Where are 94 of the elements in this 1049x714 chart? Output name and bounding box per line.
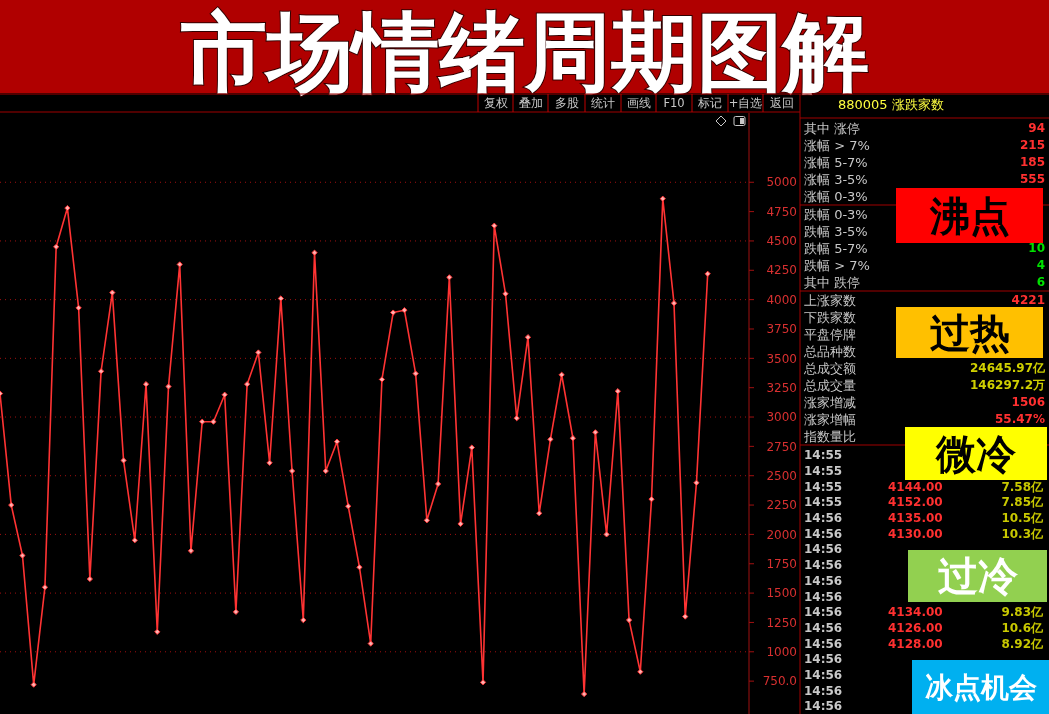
- text: 14:56: [804, 652, 843, 667]
- y-tick-label: 5000: [766, 175, 797, 190]
- category-label: 涨幅 3-5%: [804, 171, 868, 187]
- text: 4144.00: [888, 479, 943, 494]
- category-label: 过冷: [937, 553, 1019, 600]
- y-tick-label: 2000: [766, 527, 797, 542]
- text: 6: [1036, 275, 1045, 290]
- category-label: 画线: [626, 96, 651, 111]
- y-tick-label: 4250: [766, 263, 797, 278]
- y-tick-label: 2750: [766, 439, 797, 454]
- text: 10.5亿: [1001, 511, 1043, 525]
- category-label: 总成交量: [803, 377, 856, 393]
- text: 14:55: [804, 495, 843, 510]
- category-label: 涨家增减: [804, 394, 856, 410]
- category-label: 叠加: [518, 96, 543, 111]
- category-label: 指数量比: [803, 428, 856, 444]
- category-label: 上涨家数: [804, 292, 856, 308]
- category-label: 跌幅 0-3%: [804, 206, 868, 222]
- text: 7.58亿: [1001, 479, 1043, 494]
- category-label: 下跌家数: [804, 309, 856, 325]
- y-tick-label: 2250: [766, 498, 797, 513]
- text: 146297.2万: [969, 378, 1045, 393]
- text: 14:56: [804, 699, 843, 714]
- category-label: 总成交额: [803, 360, 856, 376]
- text: 14:56: [804, 668, 843, 682]
- text: 4134.00: [888, 605, 943, 620]
- text: 8.92亿: [1001, 636, 1043, 651]
- y-tick-label: 4500: [766, 234, 797, 249]
- y-tick-label: 3000: [766, 410, 797, 425]
- text: 14:56: [804, 542, 843, 557]
- text: 14:56: [804, 683, 843, 698]
- y-tick-label: 1250: [766, 615, 797, 630]
- text: 4128.00: [888, 636, 943, 651]
- text: 9.83亿: [1001, 605, 1043, 620]
- text: 10.3亿: [1001, 526, 1043, 541]
- category-label: +自选: [728, 96, 763, 111]
- text: 14:56: [804, 511, 843, 525]
- category-label: 返回: [769, 96, 794, 111]
- category-label: 平盘停牌: [804, 326, 856, 342]
- category-label: 沸点: [928, 192, 1010, 239]
- text: 14:56: [804, 589, 843, 604]
- text: 14:55: [804, 463, 843, 478]
- y-tick-label: 4750: [766, 204, 797, 219]
- text: 14:56: [804, 526, 843, 541]
- text: 14:55: [804, 479, 843, 494]
- text: 14:56: [804, 605, 843, 620]
- y-tick-label: 3750: [766, 322, 797, 337]
- text: 4126.00: [888, 620, 943, 635]
- category-label: 涨幅 5-7%: [804, 154, 868, 170]
- y-tick-label: 1000: [766, 644, 797, 659]
- category-label: 冰点机会: [924, 671, 1037, 705]
- category-label: 涨幅 > 7%: [804, 137, 870, 153]
- category-label: 微冷: [935, 430, 1017, 477]
- text: 7.85亿: [1001, 495, 1043, 510]
- text: 14:56: [804, 636, 843, 651]
- text: 14:56: [804, 558, 843, 573]
- category-label: 跌幅 > 7%: [804, 257, 870, 273]
- category-label: 统计: [591, 96, 615, 111]
- category-label: 标记: [697, 96, 722, 111]
- text: 215: [1019, 138, 1045, 153]
- text: 185: [1019, 155, 1045, 170]
- category-label: 涨幅 0-3%: [804, 188, 868, 204]
- category-label: F10: [663, 96, 685, 111]
- y-tick-label: 1500: [766, 586, 797, 601]
- category-label: 跌幅 3-5%: [804, 223, 868, 239]
- text: 24645.97亿: [969, 361, 1045, 376]
- category-label: 跌幅 5-7%: [804, 240, 868, 256]
- text: 4152.00: [888, 495, 943, 510]
- text: 10.6亿: [1001, 620, 1043, 635]
- category-label: 涨家增幅: [804, 411, 856, 427]
- text: 4135.00: [888, 511, 943, 525]
- text: 880005 涨跌家数: [838, 96, 944, 112]
- text: 14:56: [804, 620, 843, 635]
- text: 4: [1036, 258, 1045, 273]
- y-tick-label: 1750: [766, 556, 797, 571]
- category-label: 过热: [929, 309, 1010, 356]
- category-label: 其中 跌停: [804, 274, 861, 290]
- text: 1506: [1011, 395, 1045, 410]
- text: 4130.00: [888, 526, 943, 541]
- text: 4221: [1011, 293, 1045, 308]
- category-label: 总品种数: [803, 343, 856, 359]
- text: 555: [1019, 172, 1045, 187]
- text: 55.47%: [995, 412, 1045, 427]
- y-tick-label: 4000: [766, 292, 797, 307]
- y-tick-label: 3250: [766, 380, 797, 395]
- category-label: 其中 涨停: [804, 120, 861, 136]
- text: 14:55: [804, 448, 843, 463]
- text: 14:56: [804, 573, 843, 588]
- y-tick-label: 3500: [766, 351, 797, 366]
- text: 10: [1028, 241, 1045, 256]
- text: 94: [1028, 121, 1045, 136]
- category-label: 多股: [554, 96, 579, 111]
- y-tick-label: 2500: [766, 468, 797, 483]
- y-tick-label: 750.0: [762, 674, 797, 689]
